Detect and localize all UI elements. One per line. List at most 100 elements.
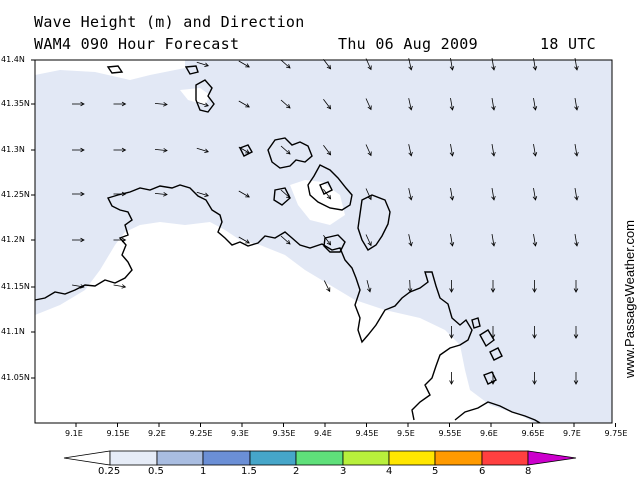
wave-arrow-head [491,105,496,111]
wave-arrow-head [491,65,496,71]
wave-arrow [323,188,331,200]
wave-arrow-head [408,151,413,157]
wave-arrow [365,144,372,156]
legend-label: 6 [479,466,486,477]
lon-label: 9.45E [355,429,379,438]
lat-label: 41.35N [1,99,30,108]
wave-arrow-head [286,104,291,109]
wave-arrow [154,103,168,105]
wave-arrow-head [245,193,250,198]
title-line-2: WAM4 090 Hour Forecast [34,35,240,53]
wave-arrow [491,234,495,246]
wave-arrow-head [121,237,127,243]
wave-arrow-head [163,192,168,197]
wave-arrow [365,188,372,200]
wave-arrow [72,284,84,288]
wave-arrow [491,188,495,200]
wave-arrow [280,99,291,109]
legend-swatch [249,450,297,466]
wave-arrow [491,98,495,110]
wave-arrow-head [573,380,579,385]
lat-label: 41.1N [1,327,25,336]
wave-arrow-head [79,284,85,289]
wave-arrow [280,59,291,69]
wave-arrow-head [80,237,85,243]
legend-colorbar [63,450,577,466]
wave-arrow [280,145,291,155]
wave-arrow-head [204,102,209,107]
island-top [195,79,215,113]
lon-label: 9.55E [438,429,462,438]
wave-arrow [366,280,371,292]
wave-arrow-head [80,147,85,153]
island-small-3 [239,144,253,157]
legend-label: 0.25 [98,466,121,477]
watermark-text: www.PassageWeather.com [622,220,637,379]
lon-label: 9.2E [148,429,166,438]
wave-arrow-head [532,334,537,339]
wave-arrow [450,144,453,156]
wave-arrow [323,280,331,292]
wave-arrow-head [532,241,538,247]
wave-arrow [154,149,168,151]
wave-arrow [533,234,536,246]
wave-arrow-head [491,241,496,247]
wave-arrow-head [367,105,372,111]
wave-arrow-head [367,151,372,157]
wave-arrow-head [204,62,209,67]
wave-arrow-head [408,105,413,111]
lat-label: 41.05N [1,373,30,382]
wave-arrow-head [408,65,413,71]
wave-arrow-head [286,64,291,69]
wave-arrow-head [573,334,579,339]
legend-label: 2 [293,466,300,477]
wave-arrow [196,61,209,67]
wave-arrow-head [121,284,127,289]
lat-label: 41.15N [1,282,30,291]
wave-arrow-head [121,191,127,197]
wave-arrow [238,100,250,108]
wave-arrow-head [449,288,454,293]
legend-swatch [434,450,483,466]
caprera-island [307,164,353,211]
wave-arrow [196,191,209,197]
lon-label: 9.25E [189,429,213,438]
forecast-time: 18 UTC [540,35,596,53]
legend-swatch [202,450,251,466]
wave-arrow-head [367,65,372,71]
lon-label: 9.5E [397,429,415,438]
lat-label: 41.4N [1,55,25,64]
wave-arrow [196,147,209,153]
wave-arrow-head [326,104,332,110]
legend-swatch [295,450,344,466]
wave-arrow-head [532,288,537,293]
wave-arrow [238,190,250,198]
wave-arrow-head [574,241,579,247]
legend-swatch [109,450,158,466]
lon-label: 9.3E [231,429,249,438]
lon-label: 9.6E [480,429,498,438]
wave-arrow [574,144,578,156]
legend-max-arrow [527,450,577,466]
wave-arrow-head [574,105,579,111]
wave-arrow [533,144,536,156]
wave-arrow-head [326,240,332,246]
lat-label: 41.3N [1,145,25,154]
legend-label: 5 [432,466,439,477]
wave-arrow-head [367,195,372,201]
legend-swatch [342,450,390,466]
wave-arrow-head [326,194,332,200]
wave-arrow-head [286,150,291,155]
legend-swatch [156,450,204,466]
sardinia-coast [454,401,541,424]
wave-arrow-head [574,195,579,201]
legend-label: 1 [200,466,207,477]
wave-arrow-head [449,241,455,247]
wave-arrow [450,98,453,110]
wave-arrow-head [245,103,250,108]
lon-label: 9.35E [272,429,296,438]
wave-arrow [533,188,536,200]
wave-arrow-head [449,105,455,111]
wave-arrow [574,98,578,110]
